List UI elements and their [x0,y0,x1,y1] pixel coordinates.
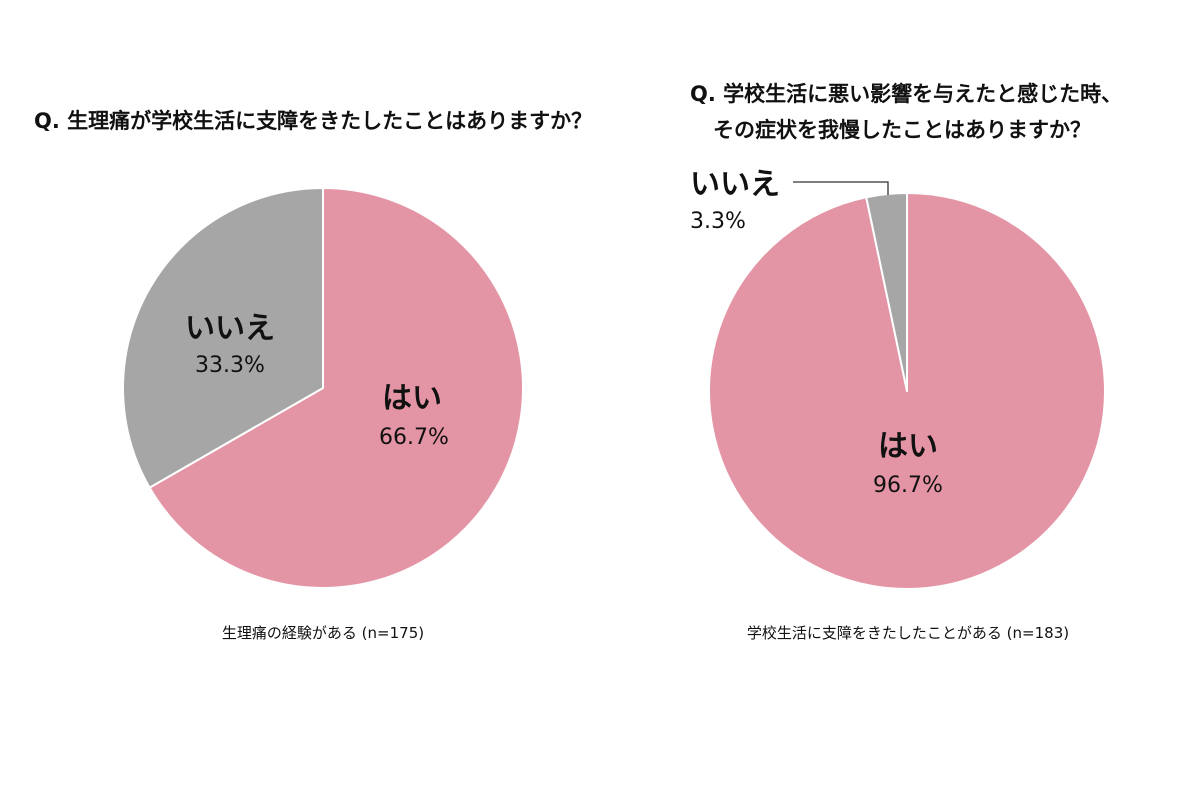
chart-1-slice-no [122,187,324,489]
chart-1-label-no: いいえ [185,311,275,346]
chart-1: Q. 生理痛が学校生活に支障をきたしたことはありますか？ いいえ 33.3% は… [34,109,592,642]
chart-2-slice-no [865,192,908,392]
chart-1-title: Q. 生理痛が学校生活に支障をきたしたことはありますか？ [34,109,592,133]
chart-1-pie [122,187,525,589]
chart-2-title-line-2: その症状を我慢したことはありますか？ [713,118,1091,142]
chart-2: Q. 学校生活に悪い影響を与えたと感じた時、 その症状を我慢したことはありますか… [690,82,1122,642]
chart-2-label-yes: はい [878,429,938,464]
chart-2-value-yes: 96.7% [873,473,943,498]
chart-1-caption: 生理痛の経験がある (n=175) [222,624,424,642]
chart-2-value-no: 3.3% [690,209,746,234]
chart-1-slice-yes [148,187,525,589]
chart-2-caption: 学校生活に支障をきたしたことがある (n=183) [747,624,1069,642]
chart-2-title-line-1: Q. 学校生活に悪い影響を与えたと感じた時、 [690,82,1122,106]
chart-1-value-yes: 66.7% [379,425,449,450]
chart-2-leader-line [793,181,889,195]
chart-1-value-no: 33.3% [195,353,265,378]
chart-2-pie [708,192,1106,590]
chart-2-label-no: いいえ [690,167,780,202]
chart-1-label-yes: はい [382,381,442,416]
